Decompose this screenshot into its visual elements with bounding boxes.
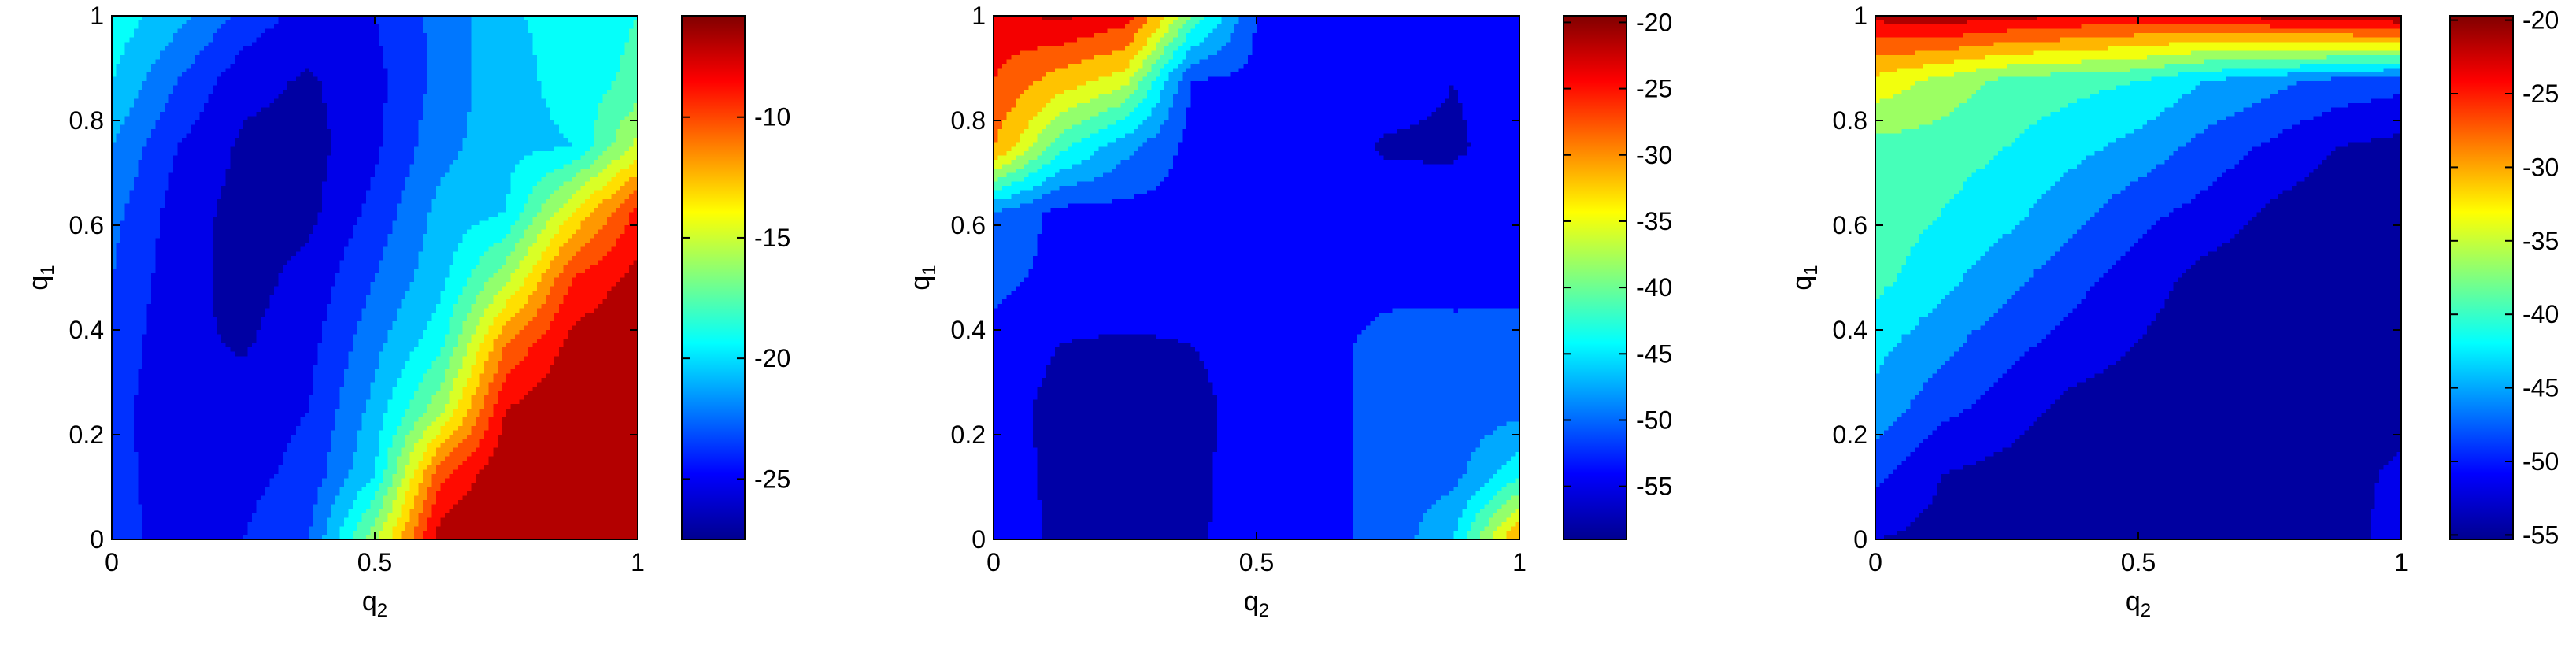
x-tick-label: 0: [105, 548, 119, 576]
colorbar-tick-label: -35: [1636, 207, 1672, 235]
x-tick-label: 1: [2394, 548, 2408, 576]
colorbar-tick-label: -30: [1636, 141, 1672, 169]
contour-field: [1875, 16, 2402, 540]
y-tick-label: 0.2: [951, 420, 986, 449]
x-tick-label: 0.5: [357, 548, 392, 576]
y-tick-label: 0: [972, 525, 986, 554]
colorbar-tick-label: -25: [1636, 75, 1672, 103]
colorbar-gradient: [2450, 16, 2513, 539]
colorbar-tick-label: -50: [2522, 447, 2559, 476]
y-tick-label: 0: [1853, 525, 1867, 554]
colorbar-tick-label: -15: [754, 224, 790, 252]
y-tick-label: 0.4: [951, 316, 986, 344]
y-axis-label: q1: [905, 265, 940, 290]
y-tick-label: 1: [972, 2, 986, 30]
y-tick-label: 0.6: [1833, 211, 1867, 239]
chart-panel-3: 0 0.5 1 0 0.2 0.4 0.6 0.8 1 q2 q1 -20 -25 -30 -35 -40 -4…: [1787, 2, 2559, 621]
y-tick-label: 0.4: [69, 316, 104, 344]
colorbar: -20 -25 -30 -35 -40 -45 -50 -55: [2450, 6, 2559, 550]
x-axis-label: q2: [362, 587, 387, 621]
colorbar-tick-label: -45: [1636, 339, 1672, 368]
colorbar-tick-label: -30: [2522, 153, 2559, 181]
y-tick-label: 0.2: [69, 420, 104, 449]
colorbar-tick-label: -50: [1636, 406, 1672, 434]
x-tick-label: 0.5: [2121, 548, 2156, 576]
y-tick-label: 0.6: [69, 211, 104, 239]
y-tick-label: 0.6: [951, 211, 986, 239]
y-tick-label: 0.8: [951, 106, 986, 135]
colorbar-tick-label: -55: [1636, 472, 1672, 501]
x-tick-label: 0.5: [1239, 548, 1274, 576]
colorbar-tick-label: -10: [754, 103, 790, 132]
colorbar: -20 -25 -30 -35 -40 -45 -50 -55: [1564, 8, 1672, 539]
colorbar-tick-label: -20: [1636, 8, 1672, 36]
colorbar-gradient: [682, 16, 745, 539]
y-tick-label: 0.4: [1833, 316, 1867, 344]
colorbar: -10 -15 -20 -25: [682, 16, 790, 539]
colorbar-gradient: [1564, 16, 1627, 539]
colorbar-tick-label: -20: [754, 344, 790, 372]
x-tick-label: 1: [1512, 548, 1527, 576]
x-tick-label: 1: [631, 548, 645, 576]
colorbar-tick-label: -35: [2522, 227, 2559, 255]
y-tick-label: 0.8: [69, 106, 104, 135]
y-axis-label: q1: [24, 265, 58, 290]
x-axis-label: q2: [2126, 587, 2151, 621]
colorbar-tick-label: -55: [2522, 520, 2559, 549]
colorbar-tick-label: -40: [2522, 300, 2559, 328]
colorbar-tick-label: -20: [2522, 6, 2559, 35]
y-tick-label: 1: [90, 2, 104, 30]
x-tick-label: 0: [986, 548, 1001, 576]
colorbar-tick-label: -25: [754, 465, 790, 493]
chart-panel-2: 0 0.5 1 0 0.2 0.4 0.6 0.8 1 q2 q1 -20 -25 -30 -35 -40 -4…: [905, 2, 1672, 621]
y-tick-label: 0.8: [1833, 106, 1867, 135]
colorbar-tick-label: -45: [2522, 374, 2559, 402]
y-axis-label: q1: [1787, 265, 1822, 290]
contour-field: [994, 16, 1520, 540]
x-tick-label: 0: [1868, 548, 1882, 576]
y-tick-label: 0.2: [1833, 420, 1867, 449]
colorbar-tick-label: -25: [2522, 80, 2559, 108]
chart-panel-1: 0 0.5 1 0 0.2 0.4 0.6 0.8 1 q2 q1 -10 -15 -20 -25: [24, 2, 790, 621]
colorbar-tick-label: -40: [1636, 273, 1672, 302]
y-tick-label: 0: [90, 525, 104, 554]
y-tick-label: 1: [1853, 2, 1867, 30]
contour-field: [112, 16, 638, 540]
x-axis-label: q2: [1244, 587, 1269, 621]
